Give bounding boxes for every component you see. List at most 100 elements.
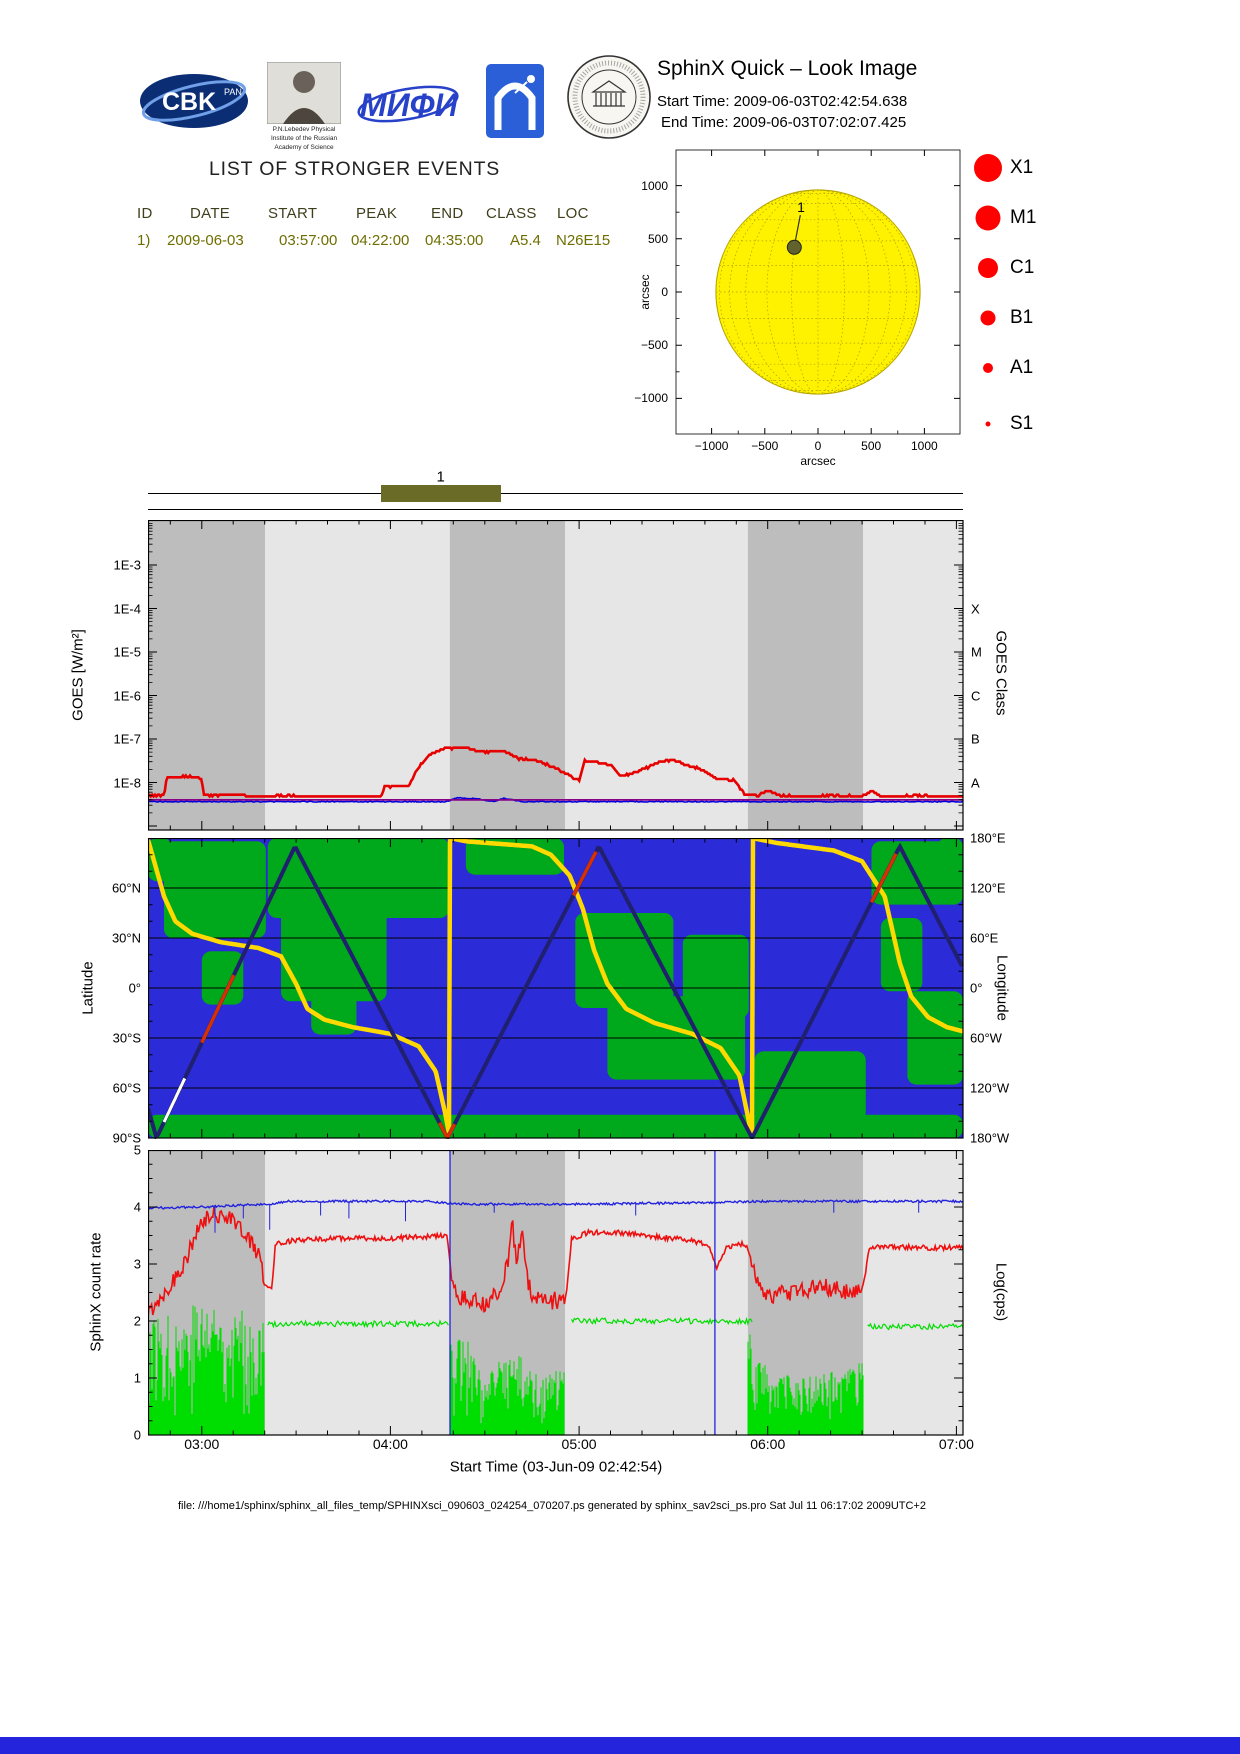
seal-text-ring [572,60,646,134]
solar-minor-tick [676,265,845,434]
goes-ytick-label: 1E-8 [113,775,141,790]
land-blob [937,838,963,862]
longitude-tick-label: 120°E [970,880,1006,896]
solar-grid [716,190,920,394]
latitude-tick-label: 30°S [112,1030,141,1046]
latitude-tick-label: 60°S [112,1080,141,1096]
x-axis-title: Start Time (03-Jun-09 02:42:54) [449,1458,663,1476]
solar-grid-meridian [745,190,891,394]
events-col-class: CLASS [486,205,537,222]
event-row-class: A5.4 [510,232,541,249]
flare-class-circle [983,363,993,373]
lebedev-caption-line3: Academy of Science [274,144,334,151]
event-row-loc: N26E15 [556,232,611,249]
lebedev-caption-line1: P.N.Lebedev Physical [272,126,336,133]
latitude-tick-label: 90°S [112,1130,141,1146]
mephi-logo-text: МИФИ [360,87,459,123]
events-heading: LIST OF STRONGER EVENTS [209,158,501,180]
seal-inner-ring [581,69,637,125]
longitude-axis-title: Longitude [993,955,1011,1021]
solar-y-axis-title: arcsec [638,274,652,310]
file-path-line: file: ///home1/sphinx/sphinx_all_files_t… [178,1500,926,1512]
goes-class-tick-label: M [971,644,982,660]
red-count-rate-line [148,1206,964,1317]
land-blob [281,908,387,1002]
flare-class-circle [985,421,991,427]
rate-border [148,1150,964,1436]
x-tick-label: 03:00 [184,1436,220,1452]
flare-class-label: M1 [1010,207,1037,228]
events-col-loc: LOC [557,205,589,222]
land-blob [754,1051,866,1122]
ground-track-plot [148,838,964,1139]
goes-y-axis-title: GOES [W/m²] [69,629,87,721]
solar-minor-tick [676,371,739,434]
x-tick-label: 07:00 [938,1436,974,1452]
rate-ytick-label: 4 [133,1199,141,1215]
latitude-overlay [437,1122,457,1139]
goes-ytick-label: 1E-7 [113,731,141,747]
land-blob [201,951,244,1005]
flare-class-label: S1 [1010,413,1034,434]
solar-xtick-label: −500 [751,439,779,453]
land-blob [164,841,266,938]
solar-ytick-label: 500 [647,231,668,246]
flare-class-label: B1 [1010,307,1034,328]
cbk-logo-text: CBK [162,88,216,116]
flare-class-label: A1 [1010,357,1034,378]
page-title: SphinX Quick – Look Image [657,57,918,80]
sphinx-rate-plot [148,1150,964,1436]
seal-outer-ring [567,55,651,139]
goes-blue [148,796,964,803]
solar-xtick-label: 500 [861,439,882,453]
goes-plot [148,520,964,831]
flare-class-circle [978,258,998,278]
goes-ytick-label: 1E-6 [113,688,141,703]
green-night-fuzz [148,1305,265,1435]
blue-count-rate-line [148,1198,964,1210]
lebedev-caption-line2: Institute of the Russian [270,135,338,142]
goes-ytick-label: 1E-5 [113,644,141,660]
latitude-overlay [200,974,236,1044]
seal-building-roof [591,80,627,93]
x-tick-label: 04:00 [372,1436,408,1452]
start-time-text: Start Time: 2009-06-03T02:42:54.638 [657,93,908,110]
arch-shape [494,82,536,130]
goes-class-tick-label: C [971,688,981,703]
goes-class-tick-label: A [971,775,980,790]
night-band [747,520,863,830]
timeline-upper-line [148,493,963,494]
portrait-head [293,71,315,93]
latitude-overlay [162,1077,187,1123]
goes-red [148,746,963,799]
solar-x-axis-title: arcsec [800,454,836,468]
goes-ytick-label: 1E-4 [113,601,141,616]
longitude-tick-label: 180°E [970,830,1006,846]
longitude-tick-label: 60°W [970,1030,1002,1046]
latitude-overlay [869,853,898,903]
solar-grid-meridian [766,190,870,394]
latitude-line [148,842,964,1139]
goes-right-axis-title: GOES Class [992,630,1010,716]
solar-xtick-label: 1000 [911,439,938,453]
timeline-event-label: 1 [436,468,445,486]
green-night-fuzz [747,1334,864,1435]
solar-xtick-label: 0 [814,439,822,453]
events-col-end: END [431,205,464,222]
latitude-overlay [571,850,598,897]
land-blob [465,838,564,875]
solar-minor-tick [676,211,899,434]
lebedev-portrait [267,62,341,124]
mephi-logo-orbit [357,85,459,123]
green-day-line [570,1316,753,1326]
solar-grid-meridian [729,190,907,394]
longitude-tick-label: 60°E [970,930,999,946]
flare-class-circle [974,154,1002,182]
rate-ytick-label: 5 [133,1142,141,1158]
land-blob [682,934,749,1018]
x-tick-label: 05:00 [561,1436,597,1452]
solar-ytick-label: 1000 [641,178,668,193]
track-border [148,838,964,1139]
flare-class-legend [974,154,1002,427]
longitude-line [148,838,964,1139]
